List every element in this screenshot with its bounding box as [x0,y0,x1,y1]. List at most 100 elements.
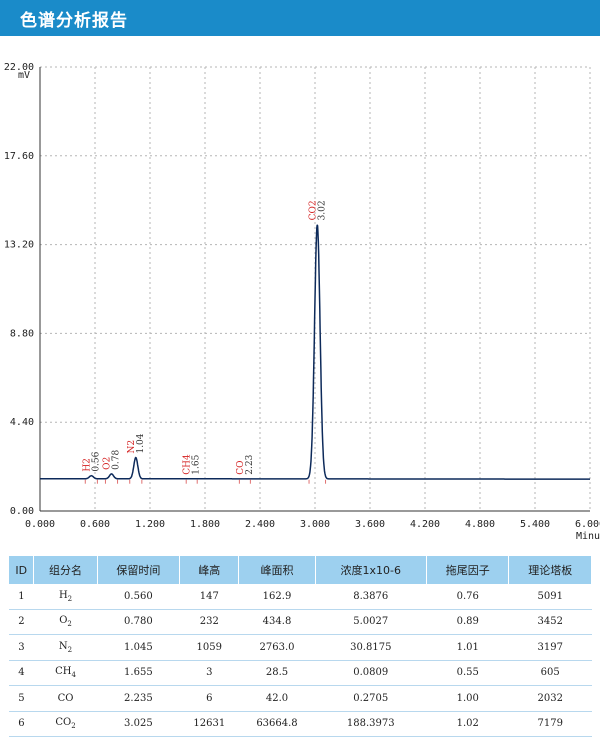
theoretical-plates-cell: 605 [508,660,592,686]
peak-name-label: CO [236,460,246,474]
formula-subscript: 2 [67,594,73,603]
retention-time-cell: 2.235 [97,685,180,712]
component-name-cell: CH4 [33,660,98,686]
table-row: 4 CH4 1.655 3 28.5 0.0809 0.55 605 [9,660,592,686]
peak-area-cell: 28.5 [238,660,316,686]
tailing-factor-cell: 1.00 [426,685,509,712]
peak-height-cell: 1059 [179,634,239,661]
peak-area-cell: 434.8 [238,609,316,635]
component-formula: H [58,589,68,601]
id-cell: 3 [9,634,34,661]
table-row: 6 CO2 3.025 12631 63664.8 188.3973 1.02 7179 [9,711,592,737]
y-tick-label: 13.20 [4,240,34,251]
x-tick-label: 0.000 [25,519,55,530]
id-cell: 1 [9,584,34,610]
component-formula: CO [55,717,72,729]
theoretical-plates-cell: 7179 [508,711,592,737]
peak-height-cell: 3 [179,660,239,686]
component-name-cell: CO2 [33,711,98,737]
chromatogram-trace [40,224,590,480]
table-row: 3 N2 1.045 1059 2763.0 30.8175 1.01 3197 [9,634,592,661]
peak-retention-label: 1.65 [192,454,202,474]
peak-area-cell: 2763.0 [238,634,316,661]
peak-retention-label: 2.23 [245,454,255,474]
concentration-cell: 5.0027 [315,609,427,635]
x-tick-label: 6.000 [575,519,600,530]
theoretical-plates-cell: 3197 [508,634,592,661]
column-header: 峰高 [179,556,240,584]
component-formula: N [58,640,68,652]
concentration-cell: 0.2705 [315,685,427,712]
table-row: 1 H2 0.560 147 162.9 8.3876 0.76 5091 [9,584,592,610]
component-formula: CO [57,692,74,704]
report-header: 色谱分析报告 [0,0,600,36]
retention-time-cell: 3.025 [97,711,180,737]
x-tick-label: 3.000 [300,519,330,530]
component-formula: CH [55,666,72,678]
y-tick-label: 17.60 [4,151,34,162]
tailing-factor-cell: 0.55 [426,660,509,686]
retention-time-cell: 1.655 [97,660,180,686]
formula-subscript: 4 [71,671,76,680]
x-tick-label: 3.600 [355,519,385,530]
id-cell: 2 [9,609,34,635]
component-name-cell: CO [33,685,98,712]
y-tick-label: 4.40 [10,417,34,428]
id-cell: 4 [9,660,34,686]
formula-subscript: 2 [71,722,76,731]
x-tick-label: 1.200 [135,519,165,530]
peak-retention-label: 3.02 [317,200,327,220]
formula-subscript: 2 [67,620,72,629]
peak-retention-label: 0.78 [112,450,122,470]
peak-height-cell: 6 [179,685,239,712]
column-header: 浓度1x10-6 [315,556,427,584]
peak-retention-label: 0.56 [91,451,101,471]
x-unit-label: Minute [576,531,600,542]
concentration-cell: 188.3973 [315,711,427,737]
chromatogram-chart: 0.00 4.40 8.80 13.20 17.60 22.00 0.000 0.600 1.2… [4,62,600,542]
x-tick-label: 4.200 [410,519,440,530]
formula-subscript: 2 [67,645,73,654]
tailing-factor-cell: 0.89 [426,609,509,635]
peak-name-label: O2 [103,457,113,470]
component-name-cell: O2 [33,609,98,635]
y-tick-label: 0.00 [10,506,34,517]
component-formula: O [59,615,68,627]
report-title: 色谱分析报告 [20,11,128,31]
peak-name-label: H2 [82,458,92,472]
theoretical-plates-cell: 5091 [508,584,592,610]
tailing-factor-cell: 0.76 [426,584,509,610]
theoretical-plates-cell: 3452 [508,609,592,635]
tailing-factor-cell: 1.02 [426,711,509,737]
column-header: 组分名 [33,556,98,584]
column-header: 拖尾因子 [426,556,510,584]
theoretical-plates-cell: 2032 [508,685,592,712]
peak-height-cell: 12631 [179,711,239,737]
tailing-factor-cell: 1.01 [426,634,509,661]
x-tick-label: 5.400 [520,519,550,530]
component-name-cell: N2 [33,634,98,661]
column-header: 理论塔板 [508,556,592,584]
peak-area-cell: 42.0 [238,685,316,712]
peak-name-label: CH4 [183,454,193,475]
retention-time-cell: 0.560 [97,584,180,610]
results-table: ID 组分名 保留时间 峰高 峰面积 浓度1x10-6 拖尾因子 理论塔板 1 H… [9,556,592,737]
peak-height-cell: 147 [179,584,239,610]
peak-area-cell: 63664.8 [238,711,316,737]
id-cell: 6 [9,711,34,737]
peak-retention-label: 1.04 [136,433,146,453]
concentration-cell: 30.8175 [315,634,427,661]
table-body: 1 H2 0.560 147 162.9 8.3876 0.76 5091 2 O2 0.780 23… [9,584,592,737]
table-header-row: ID 组分名 保留时间 峰高 峰面积 浓度1x10-6 拖尾因子 理论塔板 [9,556,592,584]
table-row: 2 O2 0.780 232 434.8 5.0027 0.89 3452 [9,609,592,635]
x-tick-label: 1.800 [190,519,220,530]
y-tick-label: 22.00 [4,62,34,73]
peak-name-label: CO2 [308,200,318,220]
id-cell: 5 [9,685,34,712]
retention-time-cell: 0.780 [97,609,180,635]
column-header: 保留时间 [97,556,181,584]
x-tick-label: 4.800 [465,519,495,530]
column-header: ID [9,556,35,584]
y-tick-label: 8.80 [10,328,34,339]
table-row: 5 CO 2.235 6 42.0 0.2705 1.00 2032 [9,685,592,712]
